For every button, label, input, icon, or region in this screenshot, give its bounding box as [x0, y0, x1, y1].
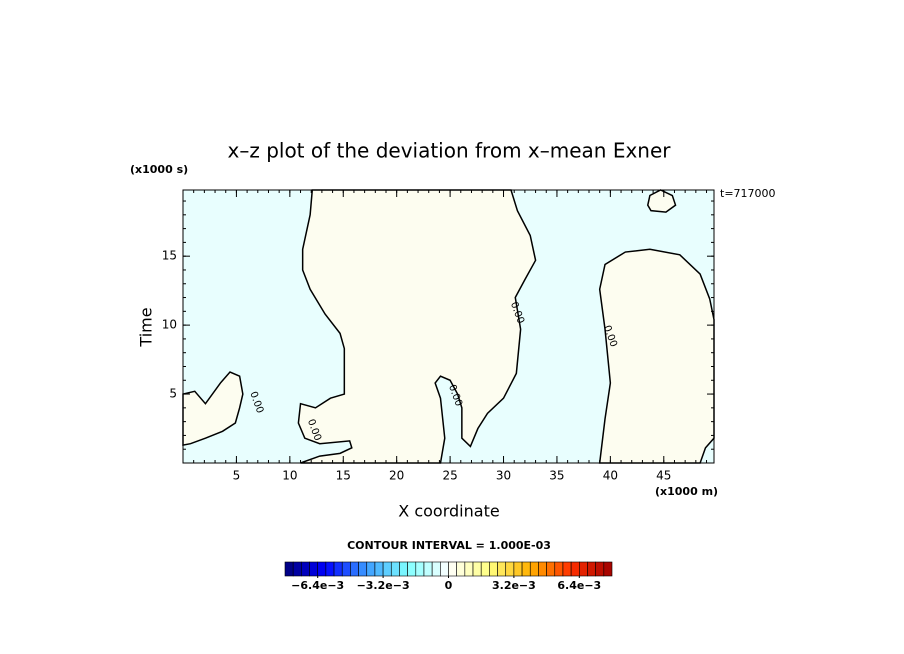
x-tick-label: 45 [656, 469, 671, 483]
contour-interval: CONTOUR INTERVAL = 1.000E-03 [347, 539, 551, 552]
colorbar-tick-label: 6.4e−3 [557, 579, 601, 592]
colorbar-box [603, 561, 613, 577]
colorbar-box [284, 561, 294, 577]
colorbar-box [562, 561, 572, 577]
contour-region [598, 248, 715, 464]
colorbar-box [529, 561, 539, 577]
colorbar-box [448, 561, 457, 577]
colorbar-box [358, 561, 368, 577]
x-tick-label: 10 [282, 469, 297, 483]
colorbar-tick-label: −6.4e−3 [291, 579, 344, 592]
colorbar-box [570, 561, 580, 577]
colorbar-box [505, 561, 515, 577]
colorbar-box [431, 561, 441, 577]
colorbar-box [374, 561, 384, 577]
y-axis-label: Time [137, 307, 156, 347]
colorbar-box [292, 561, 302, 577]
x-tick-label: 25 [442, 469, 457, 483]
colorbar-box [587, 561, 596, 577]
y-tick-label: 5 [169, 387, 177, 401]
colorbar-box [472, 561, 482, 577]
colorbar-box [480, 561, 490, 577]
x-tick-label: 20 [389, 469, 404, 483]
colorbar-box [513, 561, 523, 577]
colorbar-box [546, 561, 556, 577]
colorbar-tick-label: 0 [445, 579, 453, 592]
contour-region [182, 371, 244, 446]
y-tick-label: 10 [162, 318, 177, 332]
y-unit: (x1000 s) [130, 163, 188, 176]
plot-area: 0.000.000.000.000.00 [182, 189, 715, 464]
colorbar-box [578, 561, 588, 577]
x-unit: (x1000 m) [655, 485, 718, 498]
colorbar-box [521, 561, 531, 577]
x-tick-label: 35 [549, 469, 564, 483]
y-tick-label: 15 [162, 249, 177, 263]
x-tick-label: 40 [603, 469, 618, 483]
colorbar-box [317, 561, 327, 577]
colorbar-tick-label: −3.2e−3 [357, 579, 410, 592]
colorbar-box [407, 561, 417, 577]
colorbar-box [301, 561, 310, 577]
contour-region [297, 189, 537, 464]
colorbar-box [350, 561, 359, 577]
colorbar-box [333, 561, 343, 577]
colorbar-box [366, 561, 376, 577]
colorbar-box [538, 561, 547, 577]
chart-title: x–z plot of the deviation from x–mean Ex… [228, 139, 672, 163]
x-axis-label: X coordinate [398, 502, 499, 521]
colorbar-box [423, 561, 433, 577]
annotation: t=717000 [720, 187, 776, 200]
colorbar-box [595, 561, 605, 577]
colorbar-box [415, 561, 425, 577]
colorbar-box [390, 561, 400, 577]
colorbar-box [440, 561, 449, 577]
colorbar-box [325, 561, 335, 577]
contour-region [646, 189, 677, 213]
colorbar-box [341, 561, 351, 577]
colorbar-box [456, 561, 466, 577]
colorbar-tick-label: 3.2e−3 [492, 579, 536, 592]
colorbar-box [382, 561, 392, 577]
x-tick-label: 5 [233, 469, 241, 483]
plot-frame [182, 189, 715, 464]
colorbar-box [554, 561, 564, 577]
colorbar-box [489, 561, 498, 577]
colorbar-box [399, 561, 408, 577]
colorbar-box [497, 561, 507, 577]
colorbar-box [464, 561, 474, 577]
x-tick-label: 15 [336, 469, 351, 483]
colorbar-box [309, 561, 318, 577]
x-tick-label: 30 [496, 469, 511, 483]
